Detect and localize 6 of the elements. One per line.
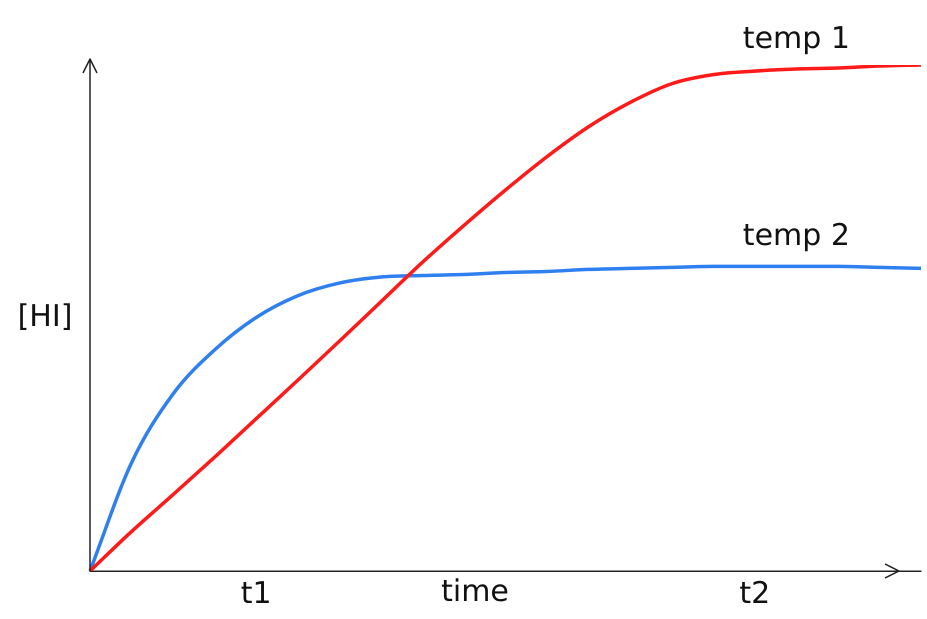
x-axis-title: time [441, 574, 509, 609]
y-axis-title: [HI] [18, 298, 72, 334]
series-label: temp 1 [742, 20, 850, 56]
x-tick-label: t2 [739, 576, 770, 611]
series-label: temp 2 [742, 218, 850, 254]
x-tick-label: t1 [240, 576, 272, 611]
